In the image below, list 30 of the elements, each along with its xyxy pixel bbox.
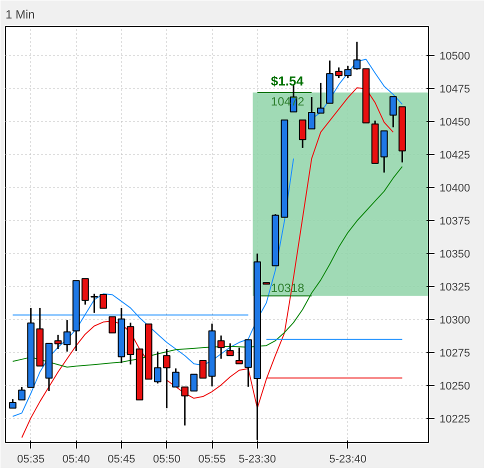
y-tick-label: 10375 bbox=[440, 216, 470, 228]
candlestick bbox=[353, 41, 361, 70]
annotation: $1.54 bbox=[270, 74, 304, 89]
x-tick-label: 05:40 bbox=[62, 454, 90, 466]
chart-title: 1 Min bbox=[6, 8, 35, 22]
x-tick-label: 05:45 bbox=[108, 454, 136, 466]
candlestick bbox=[199, 360, 207, 379]
x-tick-label: 05:50 bbox=[152, 454, 180, 466]
candlestick bbox=[108, 316, 116, 334]
y-tick-label: 10475 bbox=[440, 84, 470, 96]
candlestick bbox=[172, 368, 180, 388]
candlestick bbox=[217, 334, 225, 360]
y-tick-label: 10300 bbox=[440, 314, 470, 327]
y-tick-label: 10250 bbox=[440, 380, 470, 393]
x-tick-label: 5-23:30 bbox=[238, 454, 276, 466]
y-tick-label: 10275 bbox=[440, 348, 470, 360]
y-tick-label: 10325 bbox=[440, 282, 470, 294]
x-tick-label: 05:55 bbox=[198, 454, 226, 466]
y-tick-label: 10400 bbox=[440, 182, 470, 195]
x-tick-label: 5-23:40 bbox=[329, 454, 367, 466]
y-tick-label: 10500 bbox=[440, 50, 470, 63]
x-tick-label: 05:35 bbox=[17, 454, 45, 466]
y-tick-label: 10350 bbox=[440, 248, 470, 261]
y-tick-label: 10225 bbox=[440, 414, 470, 426]
candlestick bbox=[226, 342, 234, 356]
y-tick-label: 10450 bbox=[440, 116, 470, 129]
line-series bbox=[12, 166, 403, 368]
candlestick bbox=[63, 319, 71, 352]
candlestick bbox=[18, 386, 26, 401]
y-tick-label: 10425 bbox=[440, 150, 470, 162]
